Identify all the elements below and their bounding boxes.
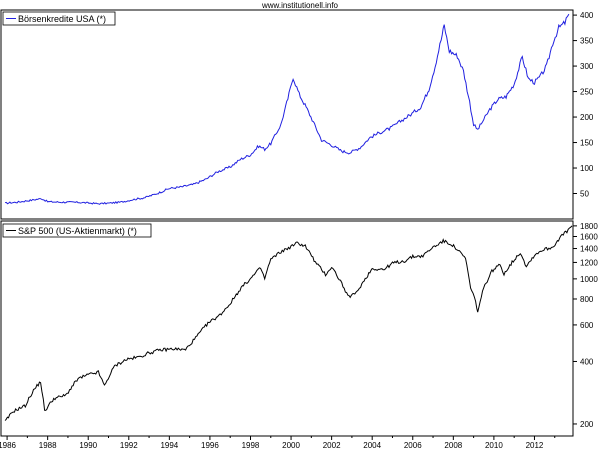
x-tick-label: 2000 xyxy=(282,441,300,450)
y-tick-label: 600 xyxy=(580,321,594,330)
bottom-legend-box xyxy=(2,223,152,238)
bottom-legend-label: S&P 500 (US-Aktienmarkt) (*) xyxy=(18,226,137,236)
top-y-axis: 50 100 150 200 250 300 350 400 xyxy=(573,11,594,199)
site-url[interactable]: www.institutionell.info xyxy=(261,1,339,10)
y-tick-label: 100 xyxy=(580,164,594,173)
y-tick-label: 50 xyxy=(580,190,589,199)
x-tick-label: 1998 xyxy=(242,441,260,450)
top-panel: Börsenkredite USA (*) 50 100 150 200 250 300 3… xyxy=(0,9,594,220)
x-tick-label: 2006 xyxy=(404,441,422,450)
x-tick-label: 2012 xyxy=(526,441,544,450)
x-tick-label: 1994 xyxy=(160,441,178,450)
top-legend-label: Börsenkredite USA (*) xyxy=(18,14,106,24)
y-tick-label: 1600 xyxy=(580,232,598,241)
bottom-panel: S&P 500 (US-Aktienmarkt) (*) 200 400 600 80… xyxy=(0,220,598,437)
x-tick-label: 2010 xyxy=(485,441,503,450)
y-tick-label: 1400 xyxy=(580,245,598,254)
y-tick-label: 1000 xyxy=(580,275,598,284)
x-tick-label: 2002 xyxy=(323,441,341,450)
y-tick-label: 400 xyxy=(580,11,594,20)
x-tick-label: 1996 xyxy=(201,441,219,450)
x-tick-label: 2008 xyxy=(444,441,462,450)
x-tick-label: 2004 xyxy=(363,441,381,450)
y-tick-label: 200 xyxy=(580,420,594,429)
x-tick-label: 1986 xyxy=(0,441,17,450)
y-tick-label: 800 xyxy=(580,295,594,304)
x-tick-label: 1992 xyxy=(120,441,138,450)
top-legend-box xyxy=(2,11,116,26)
x-tick-label: 1990 xyxy=(79,441,97,450)
x-tick-label: 1988 xyxy=(39,441,57,450)
top-plot-frame xyxy=(0,9,574,220)
y-tick-label: 400 xyxy=(580,357,594,366)
top-legend: Börsenkredite USA (*) xyxy=(2,11,116,26)
x-axis: 1986 1988 1990 1992 1994 1996 1998 2000 2002 2004… xyxy=(0,436,556,450)
bottom-plot-frame xyxy=(0,220,574,437)
y-tick-label: 250 xyxy=(580,88,594,97)
y-tick-label: 150 xyxy=(580,139,594,148)
y-tick-label: 300 xyxy=(580,62,594,71)
y-tick-label: 350 xyxy=(580,37,594,46)
bottom-legend: S&P 500 (US-Aktienmarkt) (*) xyxy=(2,223,152,238)
y-tick-label: 200 xyxy=(580,113,594,122)
top-series-line-borsenkredite xyxy=(5,13,570,205)
bottom-series-line-sp500 xyxy=(4,225,573,421)
y-tick-label: 1800 xyxy=(580,222,598,231)
y-tick-label: 1200 xyxy=(580,258,598,267)
